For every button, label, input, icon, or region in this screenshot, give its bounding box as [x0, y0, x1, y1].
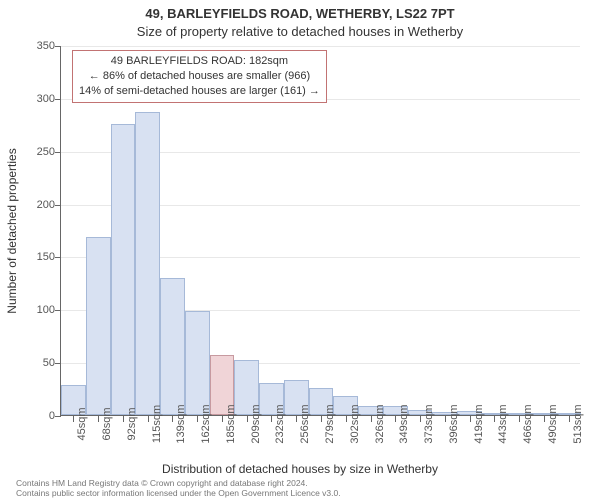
xtick-mark: [247, 416, 248, 422]
xtick-mark: [569, 416, 570, 422]
annotation-box: 49 BARLEYFIELDS ROAD: 182sqm← 86% of det…: [72, 50, 327, 103]
xtick-label: 466sqm: [522, 404, 534, 443]
ytick-mark: [55, 205, 61, 206]
ytick-mark: [55, 416, 61, 417]
xtick-mark: [73, 416, 74, 422]
ytick-mark: [55, 46, 61, 47]
ytick-mark: [55, 99, 61, 100]
chart-container: 49, BARLEYFIELDS ROAD, WETHERBY, LS22 7P…: [0, 0, 600, 500]
xtick-mark: [445, 416, 446, 422]
xtick-mark: [519, 416, 520, 422]
ytick-label: 300: [37, 93, 55, 105]
xtick-label: 326sqm: [374, 404, 386, 443]
xtick-mark: [470, 416, 471, 422]
xtick-label: 209sqm: [250, 404, 262, 443]
xtick-label: 419sqm: [473, 404, 485, 443]
xtick-mark: [494, 416, 495, 422]
xtick-label: 349sqm: [398, 404, 410, 443]
x-axis-label: Distribution of detached houses by size …: [0, 462, 600, 476]
xtick-label: 373sqm: [423, 404, 435, 443]
xtick-mark: [321, 416, 322, 422]
ytick-label: 0: [49, 410, 55, 422]
xtick-mark: [371, 416, 372, 422]
ytick-mark: [55, 310, 61, 311]
xtick-mark: [346, 416, 347, 422]
xtick-label: 443sqm: [497, 404, 509, 443]
xtick-label: 68sqm: [101, 407, 113, 440]
xtick-label: 139sqm: [175, 404, 187, 443]
xtick-mark: [296, 416, 297, 422]
title-line-1: 49, BARLEYFIELDS ROAD, WETHERBY, LS22 7P…: [0, 6, 600, 21]
ytick-mark: [55, 363, 61, 364]
xtick-label: 185sqm: [225, 404, 237, 443]
annotation-line: 14% of semi-detached houses are larger (…: [79, 84, 320, 99]
xtick-label: 162sqm: [200, 404, 212, 443]
ytick-mark: [55, 257, 61, 258]
footer-line-2: Contains public sector information licen…: [16, 489, 341, 498]
xtick-label: 115sqm: [151, 405, 163, 443]
histogram-bar: [160, 278, 185, 415]
xtick-mark: [395, 416, 396, 422]
xtick-mark: [123, 416, 124, 422]
title-line-2: Size of property relative to detached ho…: [0, 24, 600, 39]
ytick-label: 200: [37, 199, 55, 211]
histogram-bar: [185, 311, 210, 415]
histogram-bar: [86, 237, 111, 415]
xtick-label: 513sqm: [572, 404, 584, 443]
annotation-line: 49 BARLEYFIELDS ROAD: 182sqm: [79, 54, 320, 69]
ytick-label: 150: [37, 251, 55, 263]
annotation-line: ← 86% of detached houses are smaller (96…: [79, 69, 320, 84]
xtick-label: 279sqm: [324, 404, 336, 443]
xtick-label: 396sqm: [448, 404, 460, 443]
xtick-label: 256sqm: [299, 404, 311, 443]
xtick-label: 92sqm: [126, 407, 138, 440]
grid-line: [61, 46, 580, 47]
ytick-label: 250: [37, 146, 55, 158]
xtick-label: 490sqm: [547, 404, 559, 443]
xtick-mark: [222, 416, 223, 422]
xtick-mark: [420, 416, 421, 422]
xtick-label: 232sqm: [274, 404, 286, 443]
xtick-mark: [544, 416, 545, 422]
histogram-bar: [135, 112, 160, 415]
ytick-mark: [55, 152, 61, 153]
xtick-mark: [148, 416, 149, 422]
ytick-label: 50: [43, 357, 55, 369]
xtick-mark: [172, 416, 173, 422]
xtick-mark: [271, 416, 272, 422]
xtick-label: 45sqm: [76, 407, 88, 440]
xtick-label: 302sqm: [349, 404, 361, 443]
xtick-mark: [98, 416, 99, 422]
y-axis-label: Number of detached properties: [5, 148, 19, 313]
footer-text: Contains HM Land Registry data © Crown c…: [16, 479, 341, 498]
xtick-mark: [197, 416, 198, 422]
ytick-label: 100: [37, 304, 55, 316]
histogram-bar: [111, 124, 136, 415]
ytick-label: 350: [37, 40, 55, 52]
